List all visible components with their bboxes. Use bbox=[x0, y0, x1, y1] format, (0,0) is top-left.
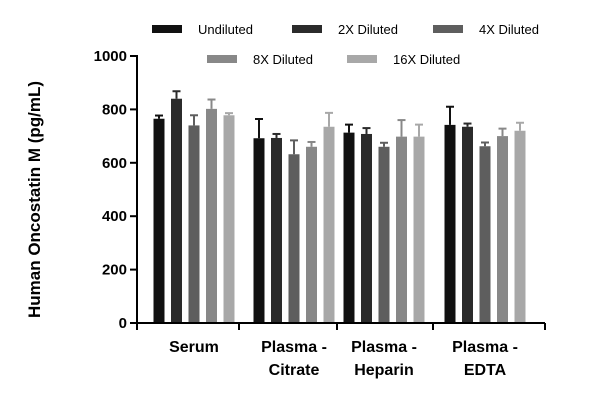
bar bbox=[343, 132, 355, 323]
bar bbox=[444, 124, 456, 323]
y-tick-label: 0 bbox=[119, 315, 127, 332]
legend-swatch bbox=[152, 25, 182, 33]
legend-label: 8X Diluted bbox=[253, 52, 313, 67]
y-tick-label: 600 bbox=[102, 155, 127, 172]
legend-swatch bbox=[292, 25, 322, 33]
legend-swatch bbox=[347, 55, 377, 63]
bar bbox=[253, 138, 265, 323]
x-tick-label: Plasma -EDTA bbox=[452, 339, 518, 379]
bar bbox=[479, 146, 491, 323]
legend-label: Undiluted bbox=[198, 22, 253, 37]
y-tick-label: 1000 bbox=[94, 48, 127, 65]
bar bbox=[271, 137, 282, 323]
legend-swatch bbox=[433, 25, 463, 33]
x-axis: Serum Plasma -Citrate Plasma -Heparin Plasm… bbox=[136, 322, 546, 379]
bar bbox=[514, 130, 526, 323]
bar bbox=[361, 133, 372, 323]
bar bbox=[153, 118, 165, 324]
bar bbox=[171, 98, 182, 323]
x-tick-label: Plasma -Citrate bbox=[261, 339, 327, 379]
bar bbox=[188, 125, 200, 323]
bar bbox=[396, 136, 407, 323]
legend-swatch bbox=[207, 55, 237, 63]
bar bbox=[413, 136, 425, 323]
bar bbox=[497, 136, 508, 323]
legend-label: 2X Diluted bbox=[338, 22, 398, 37]
y-tick-label: 400 bbox=[102, 208, 127, 225]
bar bbox=[288, 154, 300, 323]
y-tick-label: 200 bbox=[102, 262, 127, 279]
bar bbox=[223, 115, 235, 323]
x-tick-label: Serum bbox=[169, 339, 219, 356]
legend-label: 16X Diluted bbox=[393, 52, 460, 67]
bar bbox=[206, 108, 217, 323]
legend-label: 4X Diluted bbox=[479, 22, 539, 37]
bars bbox=[153, 90, 526, 324]
y-axis: 0 200 400 600 800 1000 bbox=[94, 48, 138, 332]
x-tick-label: Plasma -Heparin bbox=[351, 339, 417, 379]
y-tick-label: 800 bbox=[102, 101, 127, 118]
legend: Undiluted 2X Diluted 4X Diluted 8X Diluted 1… bbox=[152, 22, 539, 67]
bar bbox=[323, 126, 335, 323]
bar bbox=[378, 146, 390, 323]
bar bbox=[306, 146, 317, 323]
y-axis-label: Human Oncostatin M (pg/mL) bbox=[25, 81, 44, 318]
bar bbox=[462, 126, 473, 323]
